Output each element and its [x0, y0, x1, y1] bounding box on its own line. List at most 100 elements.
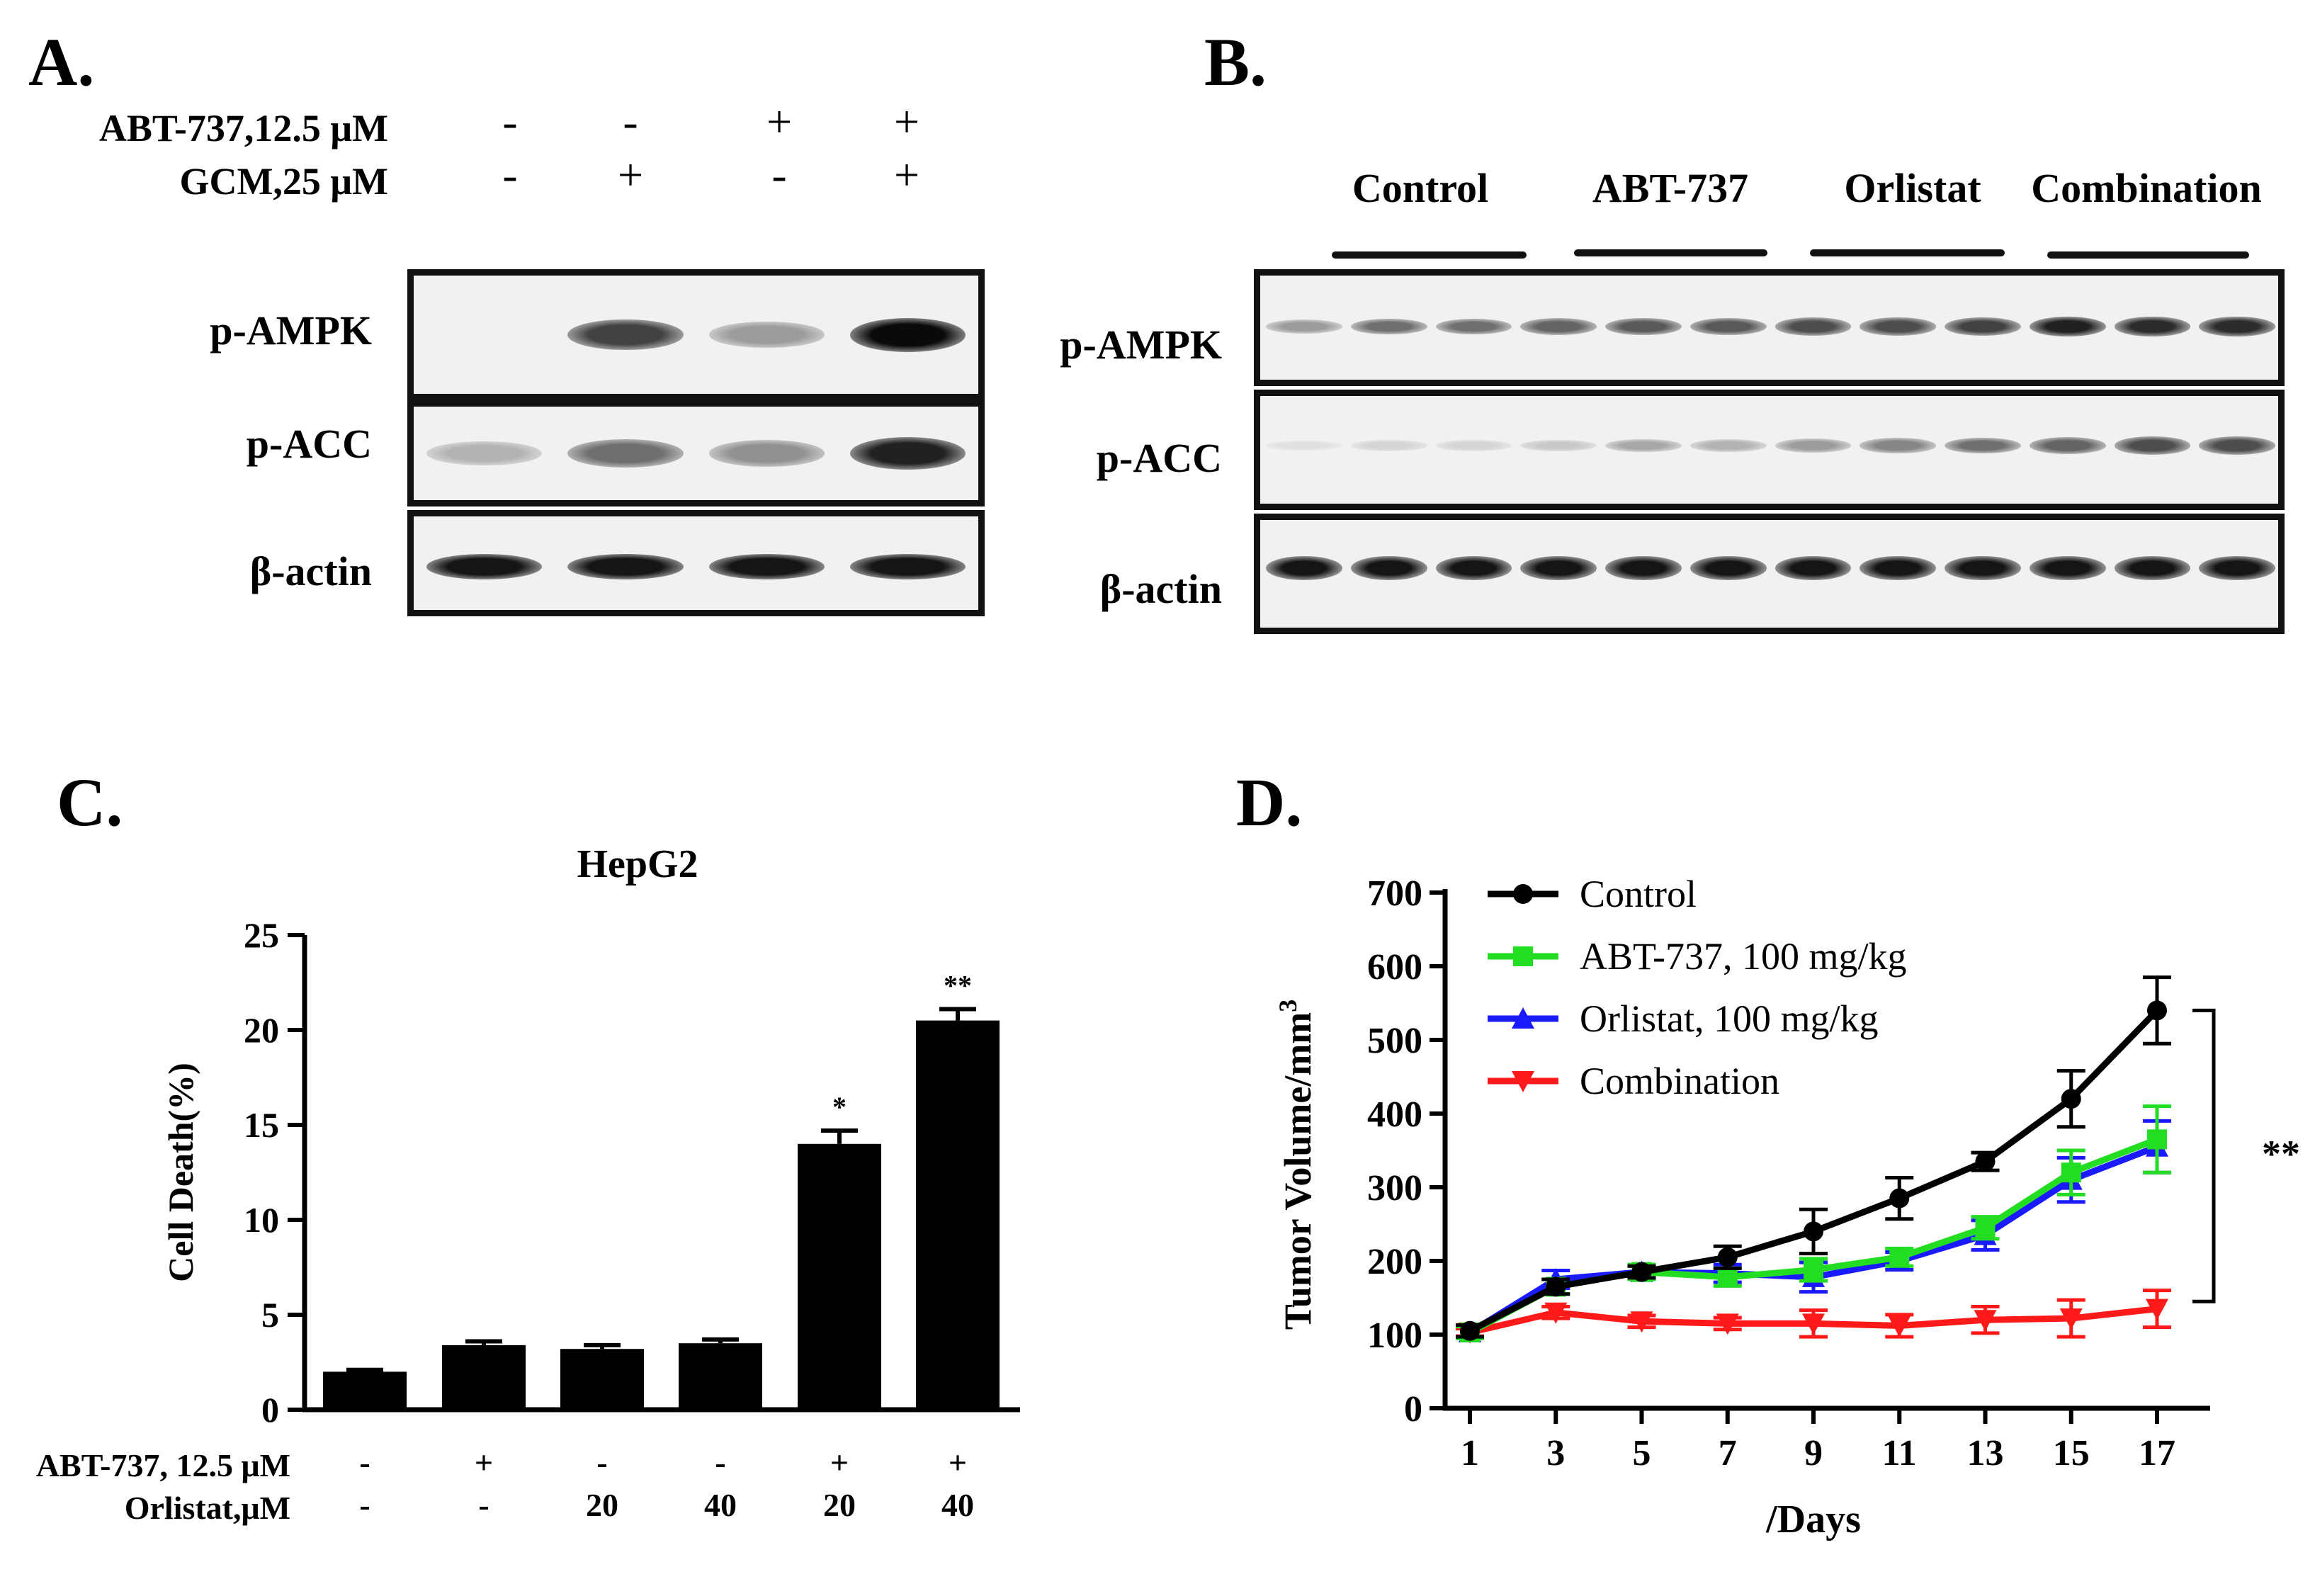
chart-c-ytick-label: 15 [244, 1105, 279, 1145]
chart-c-ytick-label: 0 [261, 1390, 279, 1430]
panel-b-blot-label: p-AMPK [1060, 322, 1222, 368]
panel-a-sign: - [502, 149, 518, 200]
chart-d-xtick-label: 7 [1719, 1433, 1737, 1473]
panel-b-blot-label: p-ACC [1096, 435, 1222, 481]
chart-d-point-abt-737 [1975, 1218, 1996, 1238]
chart-d-point-control [2061, 1089, 2081, 1109]
chart-d-point-control [1631, 1262, 1652, 1282]
chart-d-ytick-label: 700 [1367, 873, 1422, 914]
blot-band [1520, 318, 1597, 335]
blot-band [1689, 439, 1767, 452]
blot-band [708, 554, 825, 579]
panel-b-blot-strip [1254, 390, 2285, 510]
panel-b-group-label: Combination [2031, 165, 2262, 211]
panel-a-sign: - [771, 149, 787, 200]
chart-c-ytick-label: 25 [244, 915, 279, 955]
blot-band [2114, 436, 2191, 455]
blot-band [1775, 556, 1852, 580]
chart-c-bar [916, 1020, 1000, 1410]
blot-band [1435, 440, 1512, 451]
chart-d-xtick-label: 15 [2053, 1433, 2090, 1473]
chart-d-point-abt-737 [1804, 1260, 1823, 1280]
panel-c-treatment-value: - [715, 1444, 726, 1481]
blot-band [1945, 437, 2021, 454]
chart-d-point-control [1546, 1277, 1566, 1297]
chart-d-significance-bracket [2192, 1008, 2216, 1303]
chart-c-ytick-label: 20 [244, 1010, 279, 1050]
blot-band [1860, 317, 1936, 336]
chart-d-point-control [1889, 1188, 1910, 1209]
blot-band [1435, 556, 1512, 580]
chart-d-xlabel: /Days [1765, 1498, 1861, 1541]
panel-c-treatment-label-abt: ABT-737, 12.5 μM [35, 1447, 290, 1483]
blot-band [1945, 556, 2021, 580]
panel-b-group-label: ABT-737 [1592, 165, 1749, 211]
panel-c-treatment-value: 20 [823, 1487, 856, 1523]
panel-a-sign: + [893, 149, 920, 200]
chart-d-point-combination [1802, 1313, 1825, 1335]
panel-a-sign: + [766, 96, 793, 147]
blot-band [1860, 438, 1936, 453]
chart-d-legend-label: ABT-737, 100 mg/kg [1580, 935, 1907, 978]
blot-band [567, 319, 684, 351]
panel-c-treatment-value: - [359, 1487, 370, 1523]
panel-b-blot-label: β-actin [1099, 566, 1222, 612]
panel-a-sign: + [617, 149, 644, 200]
blot-band [849, 436, 966, 470]
blot-band [2029, 437, 2106, 454]
panel-a-blot-strip [407, 400, 985, 506]
chart-d-ytick-label: 300 [1367, 1168, 1422, 1209]
chart-d-point-control [1975, 1151, 1996, 1172]
panel-a-treatment-label-abt: ABT-737,12.5 μM [98, 107, 388, 149]
chart-d-point-combination [2146, 1298, 2168, 1320]
chart-c-bar [679, 1343, 762, 1410]
blot-band [1520, 439, 1597, 452]
chart-c-ytick-label: 10 [244, 1200, 279, 1240]
blot-band [1945, 317, 2021, 336]
panel-c-treatment-value: + [474, 1444, 494, 1481]
chart-d-legend-label: Combination [1580, 1060, 1779, 1102]
panel-a-treatment-label-gcm: GCM,25 μM [179, 160, 388, 203]
panel-b-group-underline [1332, 251, 1527, 259]
panel-a-sign: - [623, 96, 638, 147]
chart-d-point-control [1804, 1221, 1823, 1242]
blot-band [1266, 440, 1342, 451]
blot-band [567, 439, 684, 468]
blot-band [1350, 440, 1427, 451]
panel-c-treatment-value: + [830, 1444, 849, 1481]
blot-band [1350, 556, 1427, 580]
panel-c-treatment-value: 40 [704, 1487, 737, 1523]
chart-d-ytick-label: 200 [1367, 1242, 1422, 1282]
blot-band [2029, 556, 2106, 580]
chart-d-xtick-label: 17 [2139, 1433, 2175, 1473]
blot-band [1520, 556, 1597, 580]
chart-d-ylabel: Tumor Volume/mm3 [1274, 1000, 1319, 1330]
chart-d-point-abt-737 [2147, 1129, 2167, 1150]
panel-c-treatment-value: 40 [941, 1487, 974, 1523]
blot-band [426, 554, 543, 579]
panel-c-treatment-value: - [596, 1444, 608, 1481]
blot-band [2199, 556, 2275, 580]
chart-d-point-control [2147, 1000, 2167, 1021]
chart-d-legend-label: Orlistat, 100 mg/kg [1580, 997, 1878, 1040]
chart-c-ytick-label: 5 [261, 1295, 279, 1335]
chart-c-bar [442, 1345, 526, 1410]
blot-band [1605, 556, 1682, 580]
chart-d-legend-marker [1512, 1071, 1534, 1092]
chart-d-ytick-label: 400 [1367, 1094, 1422, 1135]
chart-d-xtick-label: 3 [1546, 1433, 1565, 1473]
panel-a-blot-label: β-actin [249, 548, 372, 594]
panel-b-blot-strip [1254, 514, 2285, 634]
blot-band [1605, 317, 1682, 336]
blot-band [849, 554, 966, 579]
blot-band [1689, 556, 1767, 580]
blot-band [2199, 317, 2275, 336]
chart-d-point-abt-737 [1889, 1247, 1910, 1267]
panel-b-group-label: Orlistat [1844, 165, 1981, 211]
blot-band [2114, 556, 2191, 580]
chart-d-xtick-label: 1 [1461, 1433, 1479, 1473]
chart-d-point-control [1717, 1247, 1738, 1267]
chart-d-xtick-label: 9 [1804, 1433, 1823, 1473]
chart-c-ylabel: Cell Death(%) [161, 1063, 200, 1282]
chart-d-xtick-label: 11 [1882, 1433, 1917, 1473]
